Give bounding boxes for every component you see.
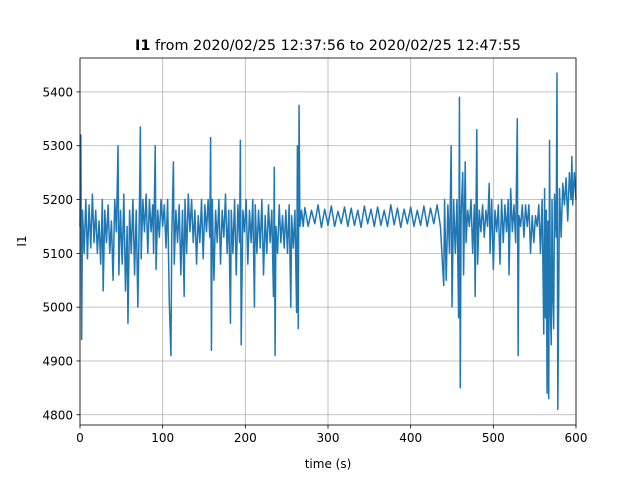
- title-bold: I1: [135, 38, 150, 54]
- x-tick-label: 500: [482, 431, 505, 445]
- x-tick-label: 200: [234, 431, 257, 445]
- x-tick-label: 100: [151, 431, 174, 445]
- y-tick-label: 4800: [42, 408, 73, 422]
- title-rest: from 2020/02/25 12:37:56 to 2020/02/25 1…: [155, 38, 521, 54]
- data-line: [79, 72, 577, 411]
- x-tick-label: 400: [399, 431, 422, 445]
- x-axis-label: time (s): [305, 457, 352, 471]
- x-tick-label: 0: [76, 431, 84, 445]
- chart-title: I1 from 2020/02/25 12:37:56 to 2020/02/2…: [135, 38, 521, 54]
- y-tick-label: 5000: [42, 301, 73, 315]
- y-tick-label: 5400: [42, 85, 73, 99]
- y-tick-label: 5200: [42, 193, 73, 207]
- x-tick-label: 300: [317, 431, 340, 445]
- x-tick-label: 600: [565, 431, 588, 445]
- y-tick-label: 5100: [42, 247, 73, 261]
- y-tick-label: 5300: [42, 139, 73, 153]
- y-axis-label: I1: [15, 235, 29, 246]
- y-tick-label: 4900: [42, 354, 73, 368]
- axes-frame: [79, 57, 577, 426]
